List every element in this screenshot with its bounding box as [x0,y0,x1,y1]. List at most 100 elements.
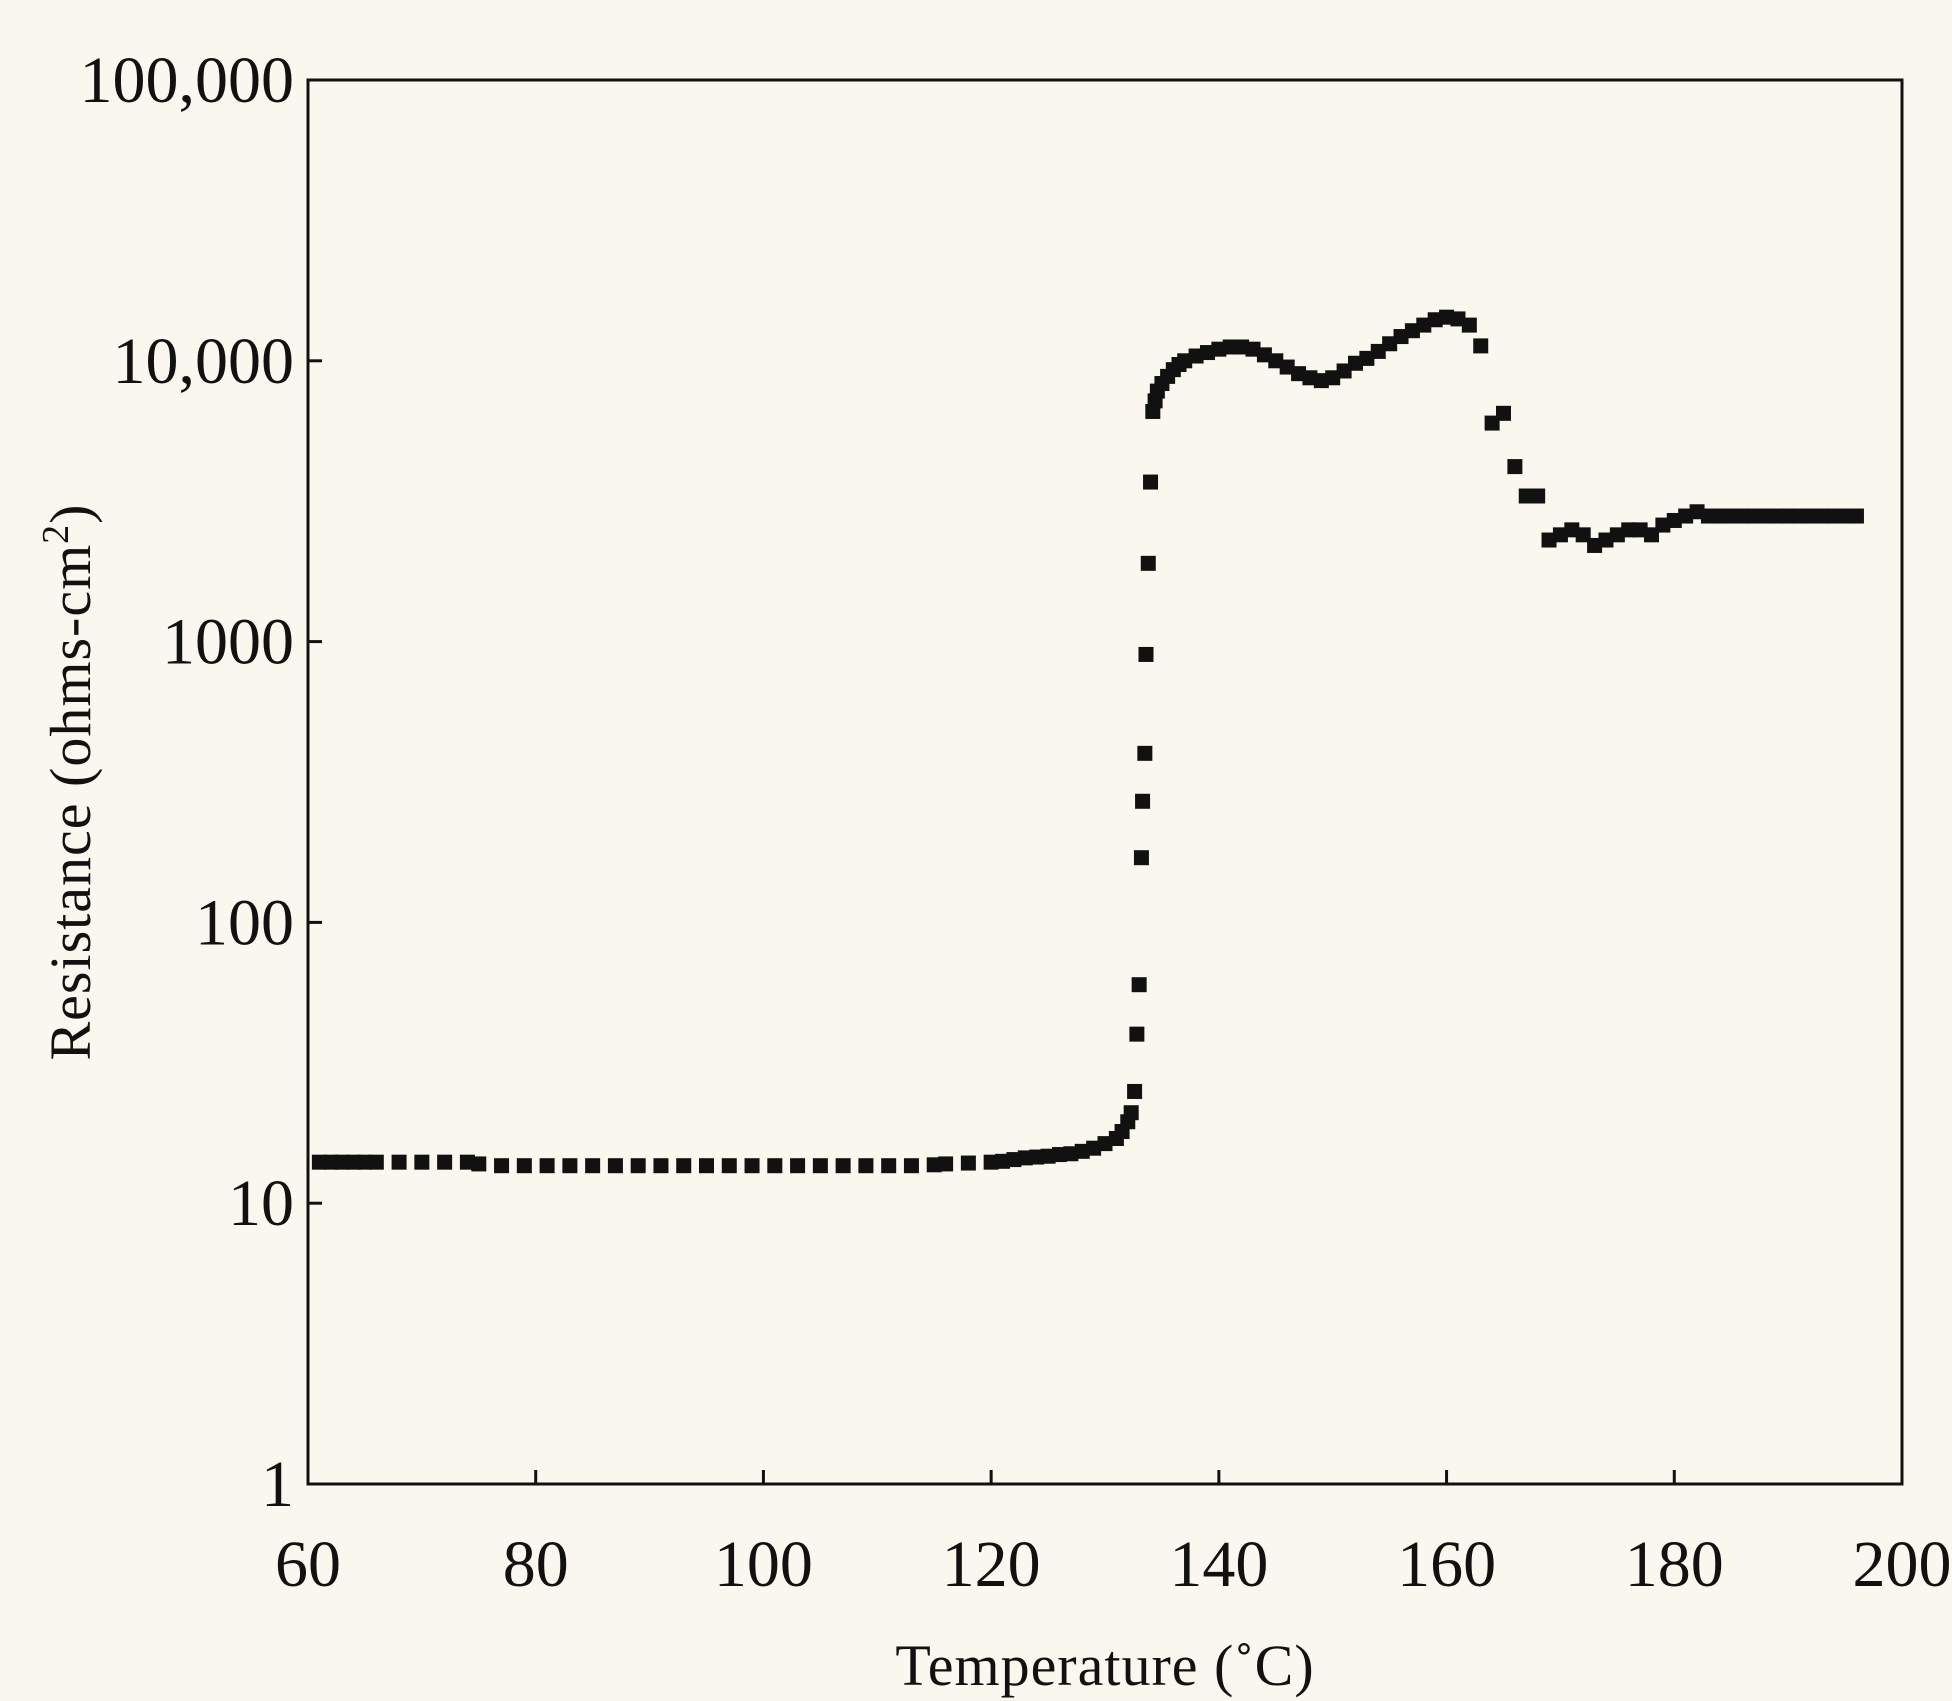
data-point [1655,517,1671,533]
data-point [1302,370,1318,386]
data-point [1017,1150,1033,1166]
data-point [1700,508,1716,524]
x-tick-label: 60 [275,1528,341,1601]
data-point [471,1156,487,1172]
data-point [311,1154,327,1170]
data-point [960,1155,976,1171]
data-point [995,1153,1011,1169]
data-point [1712,508,1728,524]
data-point [1484,415,1500,431]
data-point [1530,488,1546,504]
x-tick-label: 100 [714,1528,813,1601]
data-point [1826,508,1842,524]
data-point [562,1158,578,1174]
data-point [1404,323,1420,339]
data-point [607,1158,623,1174]
data-point [1461,317,1477,333]
data-point [983,1154,999,1170]
data-point [881,1158,897,1174]
data-point [1051,1147,1067,1163]
data-point [1564,522,1580,538]
y-tick-label: 1 [261,1448,294,1521]
data-point [1234,339,1250,355]
y-axis-title-tail: ) [38,503,103,523]
data-point [1689,504,1705,520]
data-point [494,1158,510,1174]
data-point [1188,348,1204,364]
data-point [1336,363,1352,379]
data-point [1256,347,1272,363]
data-point [346,1154,362,1170]
data-point [1723,508,1739,524]
data-point [516,1158,532,1174]
y-axis-ticks: 1 10 100 1000 10,000 100,000 [80,44,322,1521]
data-point [1086,1140,1102,1156]
data-point [1063,1146,1079,1162]
data-point [1222,339,1238,355]
data-point [1135,793,1151,809]
x-tick-label: 140 [1169,1528,1268,1601]
data-point [1507,459,1523,475]
data-point [1313,373,1329,389]
data-point [938,1156,954,1172]
y-axis-title-main: Resistance (ohms-cm [38,544,103,1061]
data-point [744,1158,760,1174]
data-point [1245,341,1261,357]
data-point [1325,370,1341,386]
plot-area-frame [306,78,1904,1486]
x-tick-label: 160 [1397,1528,1496,1601]
data-point [1803,508,1819,524]
y-tick-label: 10,000 [113,325,295,398]
data-point [357,1154,373,1170]
data-point [1644,527,1660,543]
data-point [1450,311,1466,327]
data-point [1131,977,1147,993]
data-point [1439,309,1455,325]
data-point [1473,338,1489,354]
data-point [1757,508,1773,524]
data-point [585,1158,601,1174]
data-point [1177,353,1193,369]
x-tick-label: 180 [1625,1528,1724,1601]
data-point [334,1154,350,1170]
x-tick-label: 200 [1853,1528,1952,1601]
data-point [858,1158,874,1174]
x-axis-ticks: 60 80 100 120 140 160 180 200 [275,1470,1952,1601]
data-point [1143,474,1159,490]
data-point [1140,555,1156,571]
data-point [1416,317,1432,333]
data-point [1780,508,1796,524]
data-point [414,1154,430,1170]
data-point [1382,336,1398,352]
data-point [1268,353,1284,369]
data-point [1735,508,1751,524]
data-point [1359,350,1375,366]
data-point [1123,1105,1139,1121]
data-point [1518,488,1534,504]
data-point [926,1157,942,1173]
data-point [1837,508,1853,524]
data-point [1138,646,1154,662]
data-point [1427,312,1443,328]
data-point [721,1158,737,1174]
data-point [1848,508,1864,524]
data-point [1127,1083,1143,1099]
x-tick-label: 120 [942,1528,1041,1601]
y-axis-title: Resistance (ohms-cm2) [35,503,103,1060]
data-point [1074,1143,1090,1159]
data-point [1279,359,1295,375]
data-point [653,1158,669,1174]
x-axis-title: Temperature (˚C) [895,1633,1314,1698]
data-point [903,1158,919,1174]
data-point [1814,508,1830,524]
data-point [1211,341,1227,357]
data-point [1632,522,1648,538]
data-point [1769,508,1785,524]
data-point [812,1158,828,1174]
data-point [1199,345,1215,361]
y-tick-label: 100 [195,886,294,959]
y-tick-label: 1000 [162,606,294,679]
data-point [1097,1136,1113,1152]
data-point [699,1158,714,1174]
